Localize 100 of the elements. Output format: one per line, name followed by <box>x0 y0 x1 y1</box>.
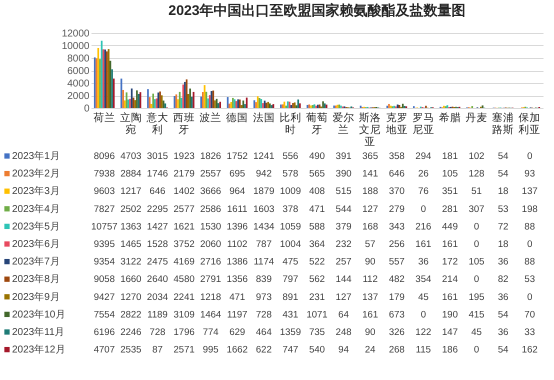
y-tick-label: 2000 <box>67 91 90 102</box>
data-label: 7938 <box>94 168 115 180</box>
data-label: 1621 <box>173 221 195 232</box>
data-label: 2571 <box>173 344 195 356</box>
data-label: 90 <box>364 327 376 338</box>
data-label: 449 <box>442 221 458 232</box>
data-label: 18 <box>498 186 508 198</box>
data-label: 4707 <box>94 344 115 356</box>
y-tick-label: 4000 <box>67 78 90 90</box>
data-label: 370 <box>388 186 405 198</box>
data-label: 188 <box>362 186 378 198</box>
data-label: 70 <box>524 309 535 320</box>
data-label: 88 <box>524 256 535 268</box>
data-label: 53 <box>524 274 535 286</box>
data-label: 93 <box>524 168 535 180</box>
data-label: 279 <box>388 204 405 215</box>
data-label: 1359 <box>280 327 301 338</box>
data-label: 378 <box>282 204 298 215</box>
data-label: 471 <box>229 292 246 303</box>
data-label: 141 <box>362 168 378 180</box>
data-label: 18 <box>498 239 508 250</box>
data-label: 2884 <box>120 168 142 180</box>
data-label: 307 <box>468 204 484 215</box>
data-label: 127 <box>336 292 352 303</box>
data-label: 1197 <box>227 309 248 320</box>
data-label: 3752 <box>173 239 195 250</box>
data-label: 364 <box>309 239 325 250</box>
legend-label: 2023年9月 <box>12 290 60 303</box>
data-label: 281 <box>442 204 458 215</box>
data-label: 4169 <box>173 256 195 268</box>
data-label: 90 <box>364 256 376 268</box>
x-tick-label: 比利时 <box>279 111 302 136</box>
data-label: 3015 <box>146 151 168 162</box>
data-label: 122 <box>415 327 432 338</box>
data-label: 4580 <box>173 274 195 286</box>
data-label: 1603 <box>253 204 274 215</box>
data-label: 358 <box>388 151 405 162</box>
data-label: 1796 <box>173 327 195 338</box>
data-label: 9603 <box>94 186 115 198</box>
data-label: 2716 <box>200 256 222 268</box>
data-label: 45 <box>471 327 482 338</box>
y-tick-label: 6000 <box>67 66 90 77</box>
data-label: 2060 <box>200 239 222 250</box>
data-label: 1530 <box>200 221 222 232</box>
data-label: 728 <box>256 309 272 320</box>
data-label: 1464 <box>200 309 222 320</box>
data-label: 1826 <box>200 151 222 162</box>
data-label: 248 <box>336 327 352 338</box>
data-label: 105 <box>468 256 484 268</box>
data-label: 2586 <box>200 204 222 215</box>
data-label: 1660 <box>120 274 142 286</box>
data-label: 0 <box>420 204 426 215</box>
x-tick-label: 葡萄牙 <box>306 111 328 136</box>
x-tick-label: 波兰 <box>200 111 222 124</box>
data-label: 82 <box>498 274 508 286</box>
data-label: 995 <box>202 344 219 356</box>
data-label: 891 <box>282 292 298 303</box>
data-label: 214 <box>442 274 458 286</box>
data-label: 105 <box>442 168 458 180</box>
data-label: 88 <box>524 221 535 232</box>
data-label: 36 <box>418 256 429 268</box>
data-label: 673 <box>388 309 405 320</box>
chart-title: 2023年中国出口至欧盟国家赖氨酸酯及盐数量图 <box>168 2 466 18</box>
x-tick-label: 荷兰 <box>93 111 116 124</box>
data-label: 257 <box>336 256 352 268</box>
data-label: 774 <box>202 327 219 338</box>
data-label: 144 <box>336 274 352 286</box>
data-label: 195 <box>468 292 484 303</box>
legend-label: 2023年2月 <box>12 168 60 180</box>
data-label: 3109 <box>173 309 195 320</box>
data-label: 557 <box>388 256 405 268</box>
data-label: 2475 <box>146 256 168 268</box>
data-label: 231 <box>309 292 325 303</box>
data-label: 326 <box>388 327 405 338</box>
data-label: 629 <box>229 327 246 338</box>
data-label: 36 <box>498 292 508 303</box>
data-label: 1059 <box>280 221 301 232</box>
data-label: 0 <box>474 274 480 286</box>
data-label: 127 <box>362 204 378 215</box>
data-label: 161 <box>415 239 432 250</box>
data-label: 1528 <box>146 239 168 250</box>
data-label: 1662 <box>226 344 248 356</box>
data-label: 391 <box>336 151 352 162</box>
data-label: 115 <box>416 344 431 356</box>
data-label: 471 <box>309 204 325 215</box>
data-label: 431 <box>282 309 298 320</box>
data-label: 0 <box>420 309 426 320</box>
data-label: 7554 <box>94 309 115 320</box>
data-label: 2241 <box>173 292 195 303</box>
data-label: 1071 <box>306 309 328 320</box>
data-label: 147 <box>442 327 458 338</box>
data-label: 515 <box>336 186 352 198</box>
data-label: 1879 <box>253 186 274 198</box>
data-label: 1241 <box>253 151 274 162</box>
x-tick-label: 丹麦 <box>466 111 488 124</box>
data-label: 1434 <box>253 221 274 232</box>
data-label: 354 <box>415 274 432 286</box>
legend-label: 2023年10月 <box>12 308 66 320</box>
data-label: 1009 <box>280 186 301 198</box>
data-label: 1923 <box>173 151 195 162</box>
